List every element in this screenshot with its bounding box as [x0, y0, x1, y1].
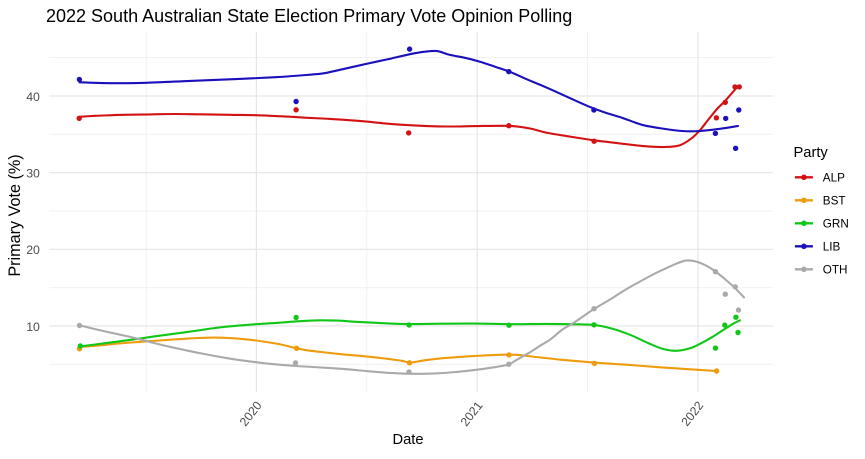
- svg-text:ALP: ALP: [823, 172, 845, 185]
- svg-text:30: 30: [26, 167, 40, 181]
- svg-text:2022 South Australian State El: 2022 South Australian State Election Pri…: [46, 6, 572, 26]
- svg-text:GRN: GRN: [823, 218, 849, 231]
- svg-text:Date: Date: [392, 432, 423, 448]
- svg-text:10: 10: [26, 320, 40, 334]
- svg-text:Party: Party: [794, 145, 829, 161]
- svg-text:20: 20: [26, 243, 40, 257]
- svg-text:LIB: LIB: [823, 241, 841, 254]
- svg-text:OTH: OTH: [823, 264, 848, 277]
- svg-text:Primary Vote (%): Primary Vote (%): [6, 154, 24, 276]
- svg-text:40: 40: [26, 90, 40, 104]
- svg-text:BST: BST: [823, 195, 846, 208]
